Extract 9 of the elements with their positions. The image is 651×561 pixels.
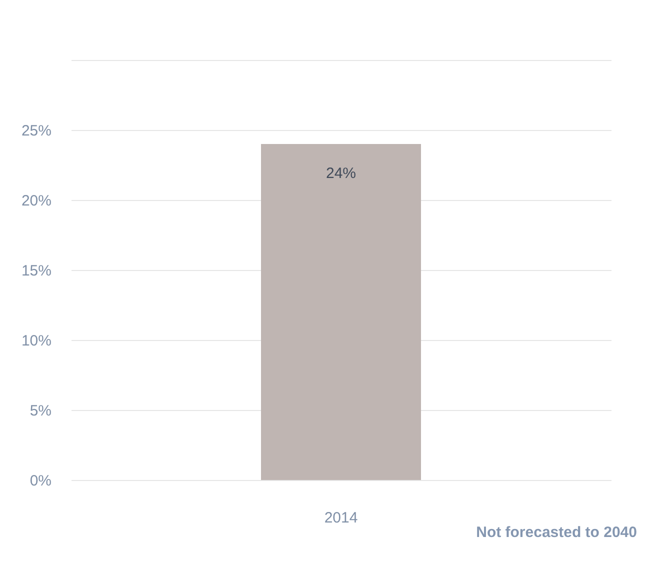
- y-tick-label: 0%: [30, 472, 52, 490]
- x-tick-label: 2014: [324, 510, 358, 526]
- text: Not forecasted to 2040: [476, 524, 637, 541]
- y-tick-label: 25%: [21, 122, 52, 140]
- y-tick-label: 20%: [21, 192, 52, 210]
- y-tick-label: 5%: [30, 402, 52, 420]
- y-tick-label: 10%: [21, 332, 52, 350]
- y-tick-label: 15%: [21, 262, 52, 280]
- data-label: 24%: [326, 165, 356, 182]
